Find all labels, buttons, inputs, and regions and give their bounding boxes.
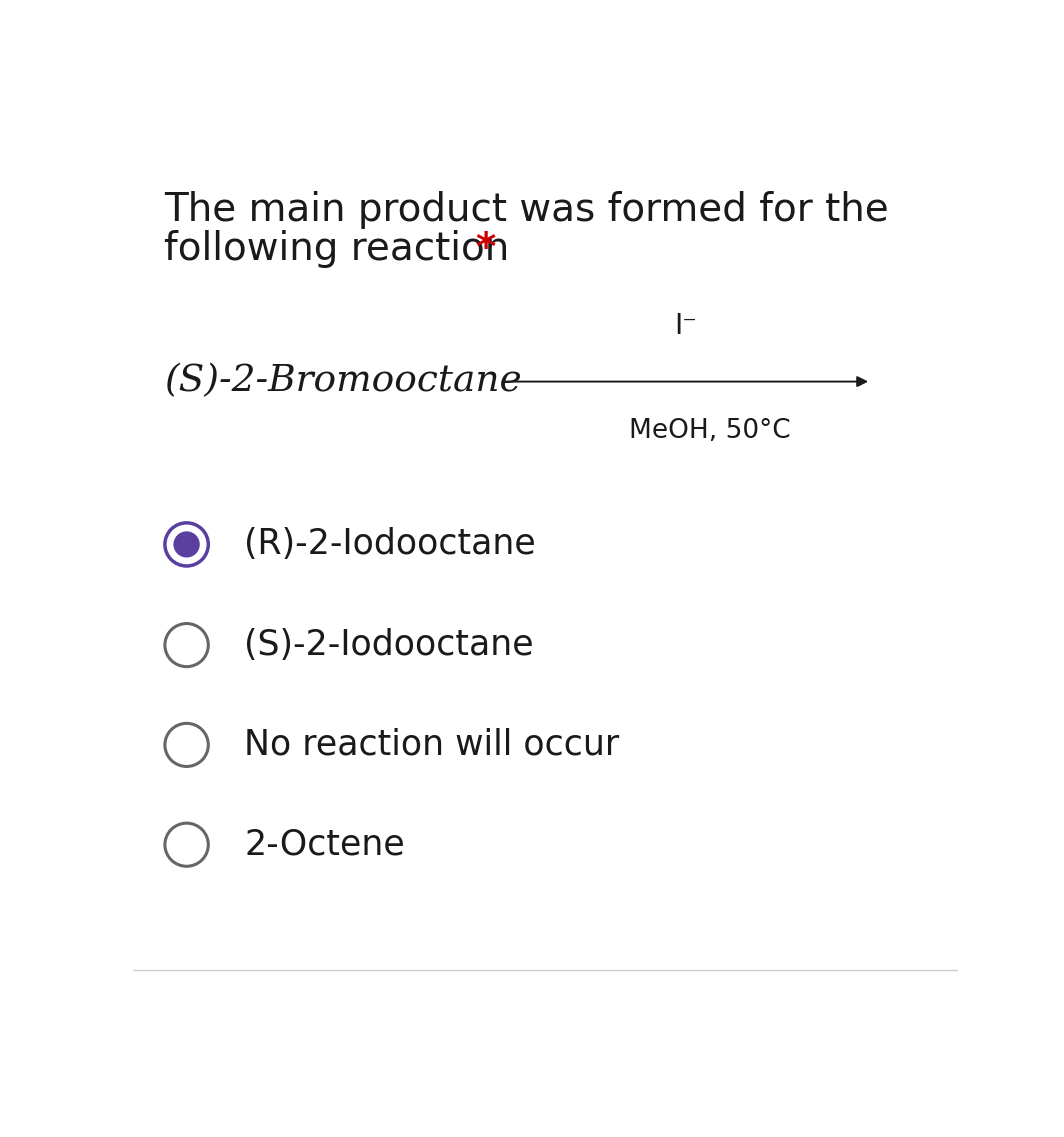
- Text: MeOH, 50°C: MeOH, 50°C: [630, 418, 791, 445]
- Text: 2-Octene: 2-Octene: [245, 828, 405, 862]
- Text: (R)-2-Iodooctane: (R)-2-Iodooctane: [245, 528, 536, 562]
- Ellipse shape: [173, 531, 200, 557]
- Text: The main product was formed for the: The main product was formed for the: [164, 191, 890, 229]
- Text: I⁻: I⁻: [675, 312, 697, 340]
- Text: following reaction: following reaction: [164, 230, 522, 268]
- Text: No reaction will occur: No reaction will occur: [245, 728, 619, 762]
- Text: *: *: [476, 230, 496, 268]
- Text: (S)-2-Bromooctane: (S)-2-Bromooctane: [164, 364, 522, 399]
- Text: (S)-2-Iodooctane: (S)-2-Iodooctane: [245, 628, 534, 662]
